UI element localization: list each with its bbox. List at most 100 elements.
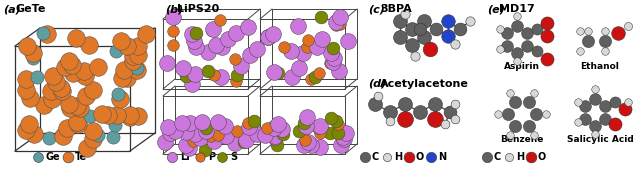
- Point: [31, 75, 42, 78]
- Point: [294, 67, 305, 70]
- Point: [333, 123, 343, 126]
- Point: [184, 122, 195, 125]
- Point: [419, 36, 429, 38]
- Point: [133, 114, 143, 117]
- Point: [600, 118, 610, 120]
- Point: [252, 47, 262, 50]
- Point: [532, 50, 542, 52]
- Point: [125, 114, 135, 117]
- Point: [195, 156, 205, 158]
- Point: [303, 141, 314, 143]
- Point: [88, 88, 98, 91]
- Point: [168, 29, 179, 32]
- Text: C: C: [494, 152, 501, 162]
- Point: [268, 33, 278, 35]
- Point: [203, 70, 213, 73]
- Point: [410, 55, 420, 57]
- Point: [302, 116, 312, 119]
- Point: [339, 137, 349, 140]
- Point: [215, 19, 225, 22]
- Point: [45, 90, 56, 93]
- Point: [573, 121, 583, 123]
- Point: [279, 45, 289, 48]
- Point: [407, 28, 417, 30]
- Point: [590, 125, 600, 127]
- Point: [299, 122, 309, 124]
- Text: Ge: Ge: [45, 152, 60, 162]
- Point: [110, 124, 120, 127]
- Point: [326, 117, 336, 119]
- Text: Benzene: Benzene: [500, 135, 544, 144]
- Point: [168, 16, 178, 18]
- Text: H: H: [516, 152, 524, 162]
- Point: [286, 49, 296, 52]
- Point: [64, 102, 74, 105]
- Point: [184, 147, 195, 150]
- Point: [216, 46, 227, 49]
- Text: (d): (d): [368, 79, 387, 89]
- Point: [332, 119, 342, 122]
- Point: [343, 39, 353, 42]
- Point: [216, 76, 226, 79]
- Point: [73, 123, 83, 125]
- Point: [316, 16, 326, 19]
- Point: [443, 35, 453, 37]
- Point: [187, 83, 197, 86]
- Text: Te: Te: [75, 152, 87, 162]
- Point: [56, 90, 67, 93]
- Point: [217, 156, 227, 158]
- Point: [324, 62, 335, 65]
- Point: [249, 120, 259, 122]
- Point: [306, 78, 316, 81]
- Point: [529, 92, 539, 95]
- Text: O: O: [538, 152, 547, 162]
- Text: Acetylacetone: Acetylacetone: [380, 79, 469, 89]
- Point: [111, 50, 121, 53]
- Point: [203, 51, 213, 54]
- Point: [211, 43, 221, 46]
- Point: [512, 15, 522, 17]
- Point: [28, 51, 38, 54]
- Point: [370, 103, 380, 105]
- Point: [38, 104, 49, 107]
- Point: [493, 113, 503, 115]
- Point: [262, 36, 273, 39]
- Point: [590, 88, 600, 90]
- Point: [328, 47, 338, 50]
- Point: [60, 66, 70, 68]
- Point: [272, 144, 282, 147]
- Point: [575, 30, 585, 32]
- Text: O: O: [416, 152, 424, 162]
- Point: [301, 124, 311, 127]
- Point: [510, 125, 520, 127]
- Point: [93, 134, 104, 137]
- Point: [200, 148, 211, 151]
- Point: [88, 130, 98, 132]
- Text: C: C: [372, 152, 380, 162]
- Point: [300, 139, 310, 141]
- Point: [430, 118, 440, 120]
- Point: [522, 45, 532, 47]
- Point: [168, 44, 178, 46]
- Point: [223, 38, 233, 40]
- Point: [623, 25, 633, 27]
- Point: [42, 33, 52, 35]
- Point: [68, 72, 78, 75]
- Point: [79, 69, 89, 72]
- Point: [610, 123, 620, 125]
- Point: [190, 72, 200, 75]
- Point: [400, 13, 410, 15]
- Point: [232, 130, 242, 132]
- Point: [165, 131, 175, 134]
- Point: [312, 45, 322, 48]
- Point: [395, 20, 405, 22]
- Point: [180, 75, 191, 77]
- Point: [63, 60, 74, 62]
- Point: [482, 156, 492, 158]
- Point: [84, 43, 94, 46]
- Point: [71, 37, 81, 39]
- Point: [307, 143, 317, 146]
- Point: [239, 140, 250, 143]
- Point: [167, 156, 177, 158]
- Point: [600, 40, 610, 42]
